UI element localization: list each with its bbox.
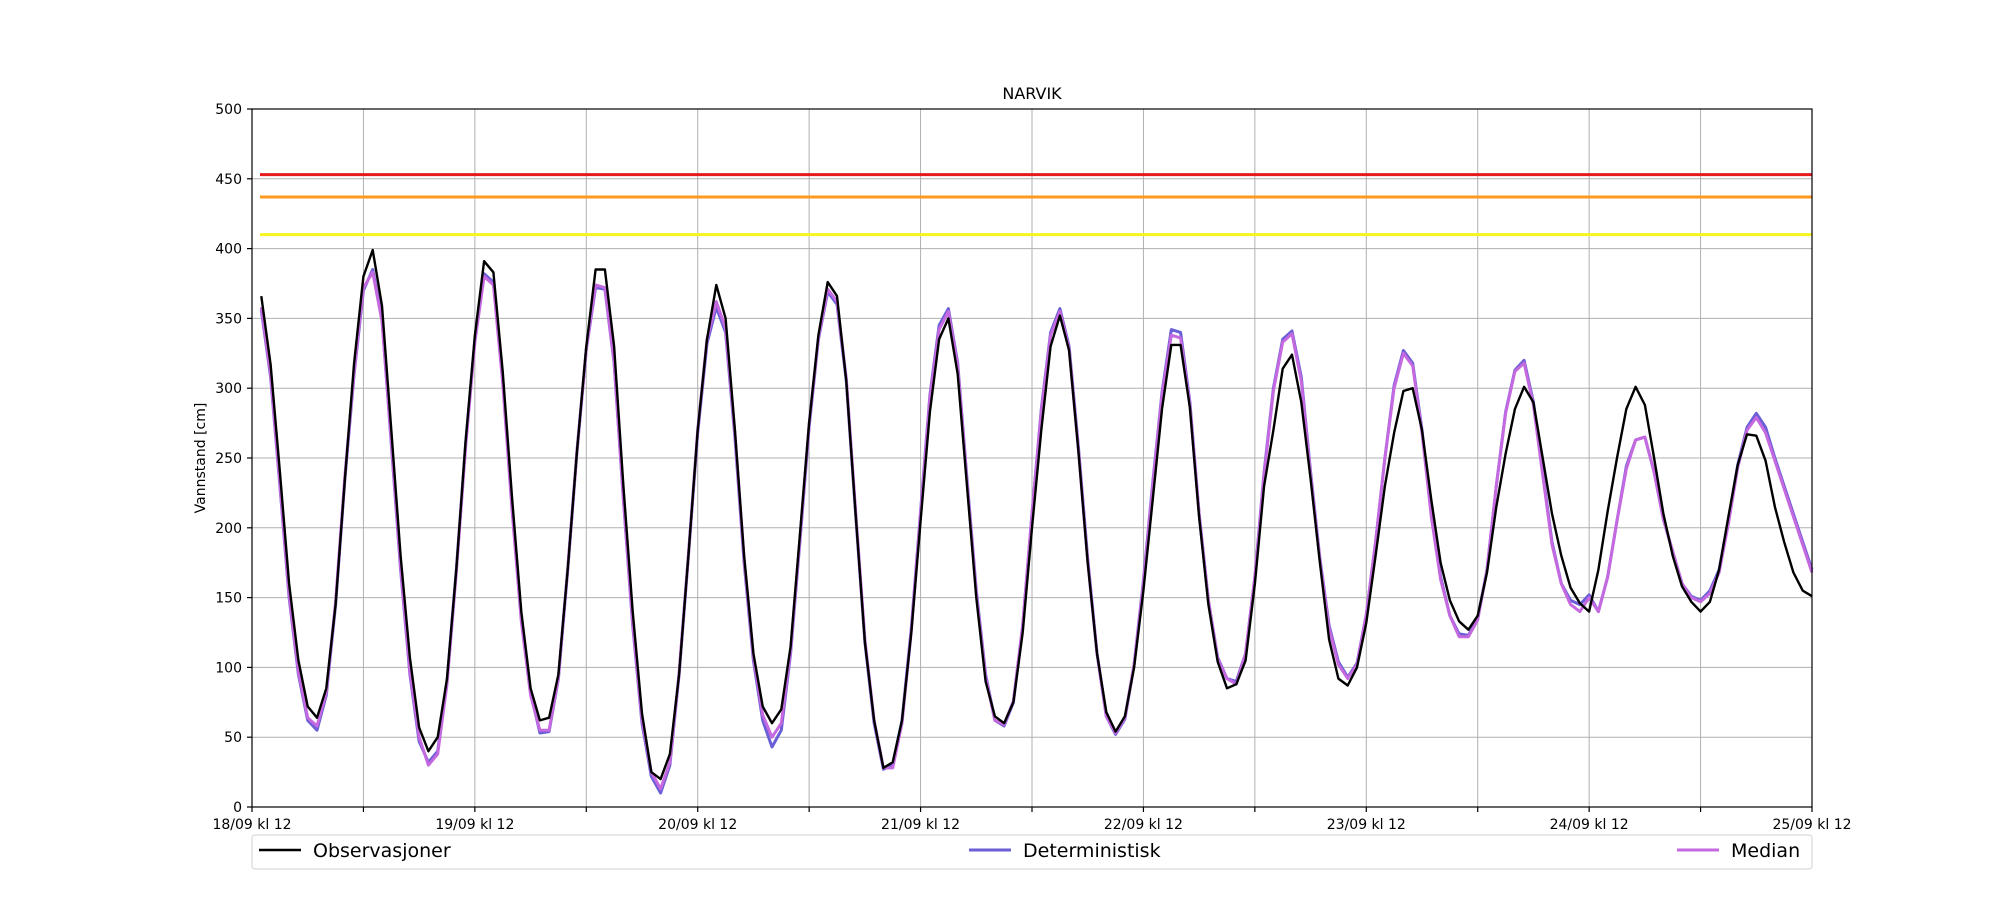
grid (251, 108, 1813, 808)
series-lines (259, 248, 1814, 795)
legend-label-median: Median (1731, 840, 1800, 862)
y-tick-label: 300 (215, 381, 242, 397)
series-line-observasjoner (260, 248, 1813, 781)
legend: Observasjoner Deterministisk Median (251, 834, 1813, 870)
x-tick-label: 21/09 kl 12 (881, 817, 960, 833)
x-tick-label: 24/09 kl 12 (1550, 817, 1629, 833)
y-tick-label: 450 (215, 172, 242, 188)
y-tick-label: 200 (215, 521, 242, 537)
series-line-deterministisk (259, 268, 1814, 795)
y-axis-label: Vannstand [cm] (193, 403, 209, 514)
legend-label-deterministisk: Deterministisk (1023, 840, 1161, 862)
threshold-lines (260, 173, 1812, 237)
legend-label-observasjoner: Observasjoner (313, 840, 451, 862)
x-tick-label: 25/09 kl 12 (1772, 817, 1851, 833)
y-tick-label: 250 (215, 451, 242, 467)
y-tick-label: 500 (215, 102, 242, 118)
x-tick-label: 18/09 kl 12 (212, 817, 291, 833)
series-line-median (259, 270, 1814, 791)
y-tick-label: 100 (215, 660, 242, 676)
x-tick-label: 22/09 kl 12 (1104, 817, 1183, 833)
x-tick-label: 20/09 kl 12 (658, 817, 737, 833)
x-tick-label: 23/09 kl 12 (1327, 817, 1406, 833)
y-axis-ticks: 0 50 100 150 200 250 300 350 400 450 500 (215, 102, 252, 816)
y-tick-label: 0 (233, 800, 242, 816)
y-tick-label: 400 (215, 242, 242, 258)
x-tick-label: 19/09 kl 12 (435, 817, 514, 833)
y-tick-label: 150 (215, 591, 242, 607)
y-tick-label: 350 (215, 311, 242, 327)
y-tick-label: 50 (224, 730, 242, 746)
x-axis-ticks: 18/09 kl 12 19/09 kl 12 20/09 kl 12 21/09 k… (212, 807, 1852, 833)
chart-title: NARVIK (1002, 84, 1062, 103)
legend-frame (251, 834, 1813, 870)
